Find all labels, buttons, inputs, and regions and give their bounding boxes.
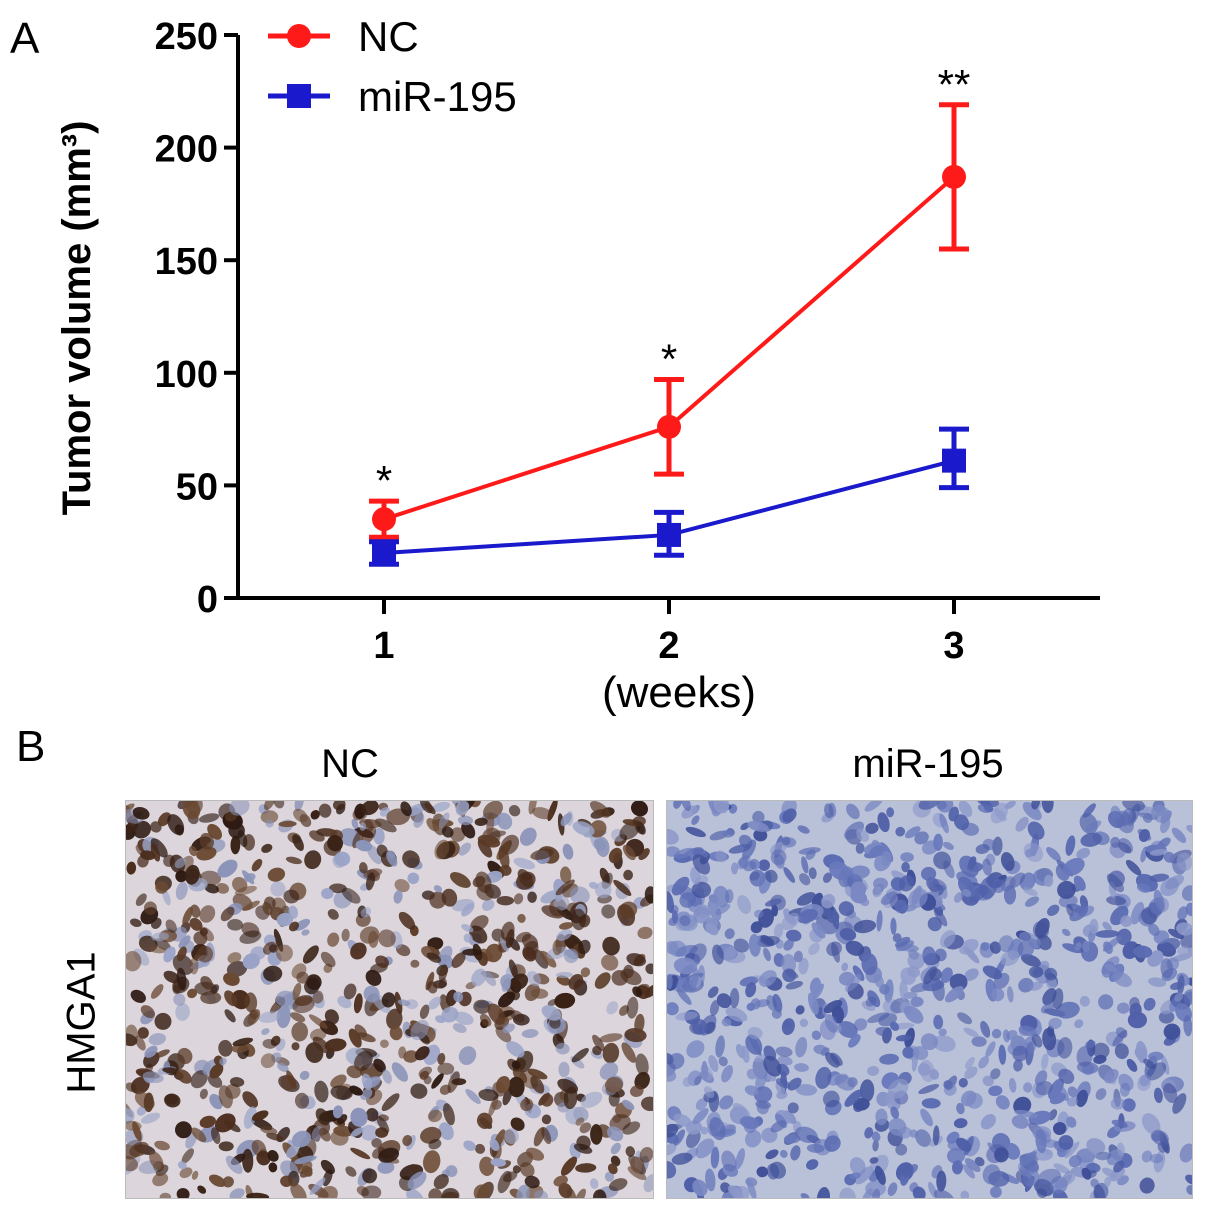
x-axis-label: (weeks) (602, 668, 756, 717)
legend-label-0: NC (358, 13, 419, 60)
data-point-1-1 (657, 522, 681, 547)
chart-ticks: 0 50 100 150 200 250 1 2 3 (155, 16, 965, 667)
legend-marker-1 (287, 84, 311, 108)
data-point-0-0 (372, 507, 396, 532)
y-tick-label-150: 150 (155, 241, 218, 283)
data-point-1-0 (372, 540, 396, 565)
data-point-1-2 (942, 448, 966, 473)
significance-mark-1: * (661, 336, 677, 383)
micrograph-title-nc: NC (321, 742, 379, 786)
x-tick-label-1: 1 (373, 625, 394, 667)
y-tick-label-200: 200 (155, 129, 218, 171)
chart-series (369, 102, 969, 567)
y-tick-label-0: 0 (197, 579, 218, 621)
chart-legend: NC miR-195 (268, 13, 517, 120)
significance-mark-2: ** (938, 61, 971, 108)
chart-annotations: **** (376, 61, 971, 504)
data-point-0-1 (657, 414, 681, 439)
y-axis-label: Tumor volume (mm³) (55, 121, 99, 516)
y-tick-label-100: 100 (155, 354, 218, 396)
panel-a-label: A (10, 14, 40, 63)
y-tick-label-50: 50 (176, 466, 218, 508)
x-tick-label-3: 3 (943, 625, 964, 667)
x-tick-label-2: 2 (658, 625, 679, 667)
significance-mark-0: * (376, 457, 392, 504)
micrograph-title-mir195: miR-195 (852, 742, 1004, 786)
panel-b-label: B (16, 722, 46, 771)
legend-label-1: miR-195 (358, 73, 517, 120)
micrograph-nc (125, 800, 654, 1199)
y-tick-label-250: 250 (155, 16, 218, 58)
micrograph-row-label: HMGA1 (59, 951, 104, 1094)
micrograph-mir195 (666, 800, 1193, 1199)
legend-marker-0 (287, 24, 311, 48)
data-point-0-2 (942, 164, 966, 189)
